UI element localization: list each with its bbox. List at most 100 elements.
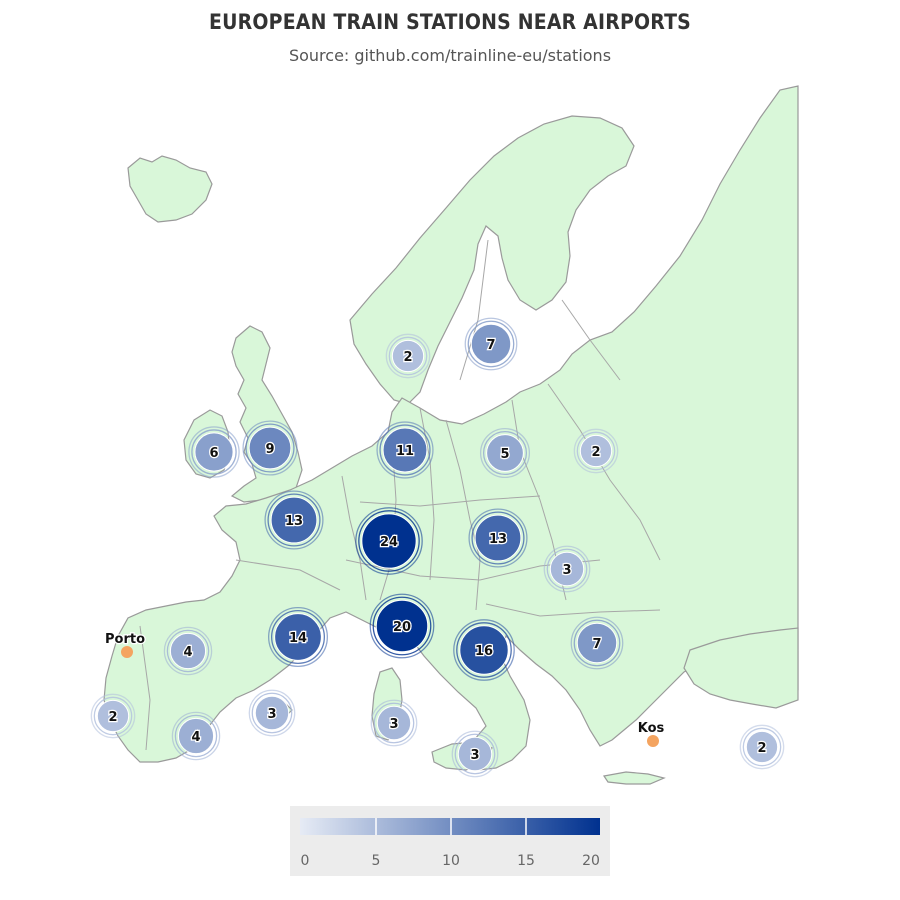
cluster-bubble: [375, 599, 429, 653]
cluster-layer: 2 7 6 9 11 5 2 13 24 13 3 4 14 20 16 7 2 3 3 4 3 2: [90, 317, 785, 778]
cluster-ring: [373, 702, 415, 744]
cluster-ring: [93, 696, 133, 736]
cluster-ring: [379, 424, 431, 476]
station-cluster[interactable]: 4: [163, 626, 213, 676]
station-cluster[interactable]: 20: [369, 593, 435, 659]
cluster-bubble: [486, 434, 524, 472]
cluster-ring: [90, 693, 136, 739]
cluster-ring: [369, 593, 435, 659]
cluster-ring: [739, 724, 785, 770]
cluster-count: 9: [265, 442, 274, 457]
cluster-bubble: [576, 622, 618, 664]
cluster-ring: [482, 430, 528, 476]
legend-ticks: 0 5 10 15 20: [301, 818, 600, 869]
station-cluster[interactable]: 16: [453, 619, 515, 681]
cluster-ring: [267, 493, 321, 547]
city-label: Porto: [105, 632, 145, 647]
station-cluster[interactable]: 2: [90, 693, 136, 739]
station-cluster[interactable]: 13: [468, 508, 528, 568]
cluster-ring: [242, 420, 298, 476]
station-cluster[interactable]: 3: [451, 730, 499, 778]
station-cluster[interactable]: 9: [242, 420, 298, 476]
cluster-ring: [385, 333, 431, 379]
cluster-count: 3: [470, 748, 479, 763]
station-cluster[interactable]: 2: [739, 724, 785, 770]
cluster-ring: [742, 727, 782, 767]
cluster-ring: [370, 699, 418, 747]
cluster-ring: [171, 711, 221, 761]
cluster-count: 13: [489, 532, 507, 547]
cluster-ring: [451, 730, 499, 778]
cluster-bubble: [382, 427, 428, 473]
cluster-bubble: [169, 632, 207, 670]
cluster-ring: [471, 511, 525, 565]
cluster-bubble: [549, 551, 585, 587]
cluster-count: 16: [475, 644, 493, 659]
cluster-bubble: [361, 513, 417, 569]
station-cluster[interactable]: 2: [385, 333, 431, 379]
legend-tick-label: 5: [372, 853, 381, 869]
cluster-count: 13: [285, 514, 303, 529]
cluster-bubble: [745, 730, 779, 764]
cluster-bubble: [391, 339, 425, 373]
station-cluster[interactable]: 24: [355, 507, 423, 575]
cluster-count: 3: [389, 717, 398, 732]
cluster-count: 20: [393, 620, 411, 635]
cluster-bubble: [270, 496, 318, 544]
cluster-ring: [468, 508, 528, 568]
legend-scale: 0 5 10 15 20: [300, 818, 600, 869]
station-cluster[interactable]: 5: [479, 427, 531, 479]
city-dot: [647, 735, 659, 747]
cluster-count: 24: [380, 535, 398, 550]
station-cluster[interactable]: 14: [268, 607, 328, 667]
cluster-count: 2: [108, 710, 117, 725]
cluster-ring: [467, 320, 515, 368]
cluster-ring: [264, 490, 324, 550]
cluster-bubble: [248, 426, 292, 470]
cluster-ring: [453, 619, 515, 681]
cluster-bubble: [254, 695, 290, 731]
map-title: EUROPEAN TRAIN STATIONS NEAR AIRPORTS: [209, 10, 691, 34]
cluster-ring: [245, 423, 295, 473]
cluster-ring: [376, 421, 434, 479]
cluster-ring: [454, 733, 496, 775]
cluster-count: 7: [486, 338, 495, 353]
legend-tick-label: 0: [301, 853, 310, 869]
city-marker-porto[interactable]: Porto: [104, 631, 146, 658]
cluster-count: 14: [289, 631, 307, 646]
city-marker-kos[interactable]: Kos: [636, 720, 666, 747]
station-cluster[interactable]: 7: [570, 616, 624, 670]
station-cluster[interactable]: 3: [370, 699, 418, 747]
map-subtitle: Source: github.com/trainline-eu/stations: [288, 46, 612, 65]
cluster-ring: [163, 626, 213, 676]
station-cluster[interactable]: 11: [376, 421, 434, 479]
station-cluster[interactable]: 6: [188, 426, 240, 478]
land-mainland: [103, 85, 799, 771]
cluster-ring: [248, 689, 296, 737]
cluster-bubble: [274, 613, 322, 661]
cluster-count: 5: [500, 447, 509, 462]
cluster-count: 4: [191, 730, 200, 745]
legend-tick-label: 20: [582, 853, 600, 869]
cluster-bubble: [459, 625, 509, 675]
cluster-ring: [570, 616, 624, 670]
cluster-ring: [166, 629, 210, 673]
cluster-count: 11: [396, 444, 414, 459]
station-cluster[interactable]: 3: [543, 545, 591, 593]
station-cluster[interactable]: 13: [264, 490, 324, 550]
cluster-bubble: [474, 514, 522, 562]
cluster-ring: [576, 431, 616, 471]
cluster-ring: [188, 426, 240, 478]
cluster-count: 2: [757, 741, 766, 756]
station-cluster[interactable]: 7: [464, 317, 518, 371]
city-label: Kos: [638, 721, 665, 736]
cluster-ring: [456, 622, 512, 678]
station-cluster[interactable]: 4: [171, 711, 221, 761]
cluster-ring: [251, 692, 293, 734]
land-anatolia: [683, 627, 799, 709]
legend-tick-label: 10: [442, 853, 460, 869]
cluster-ring: [573, 428, 619, 474]
station-cluster[interactable]: 3: [248, 689, 296, 737]
station-cluster[interactable]: 2: [573, 428, 619, 474]
